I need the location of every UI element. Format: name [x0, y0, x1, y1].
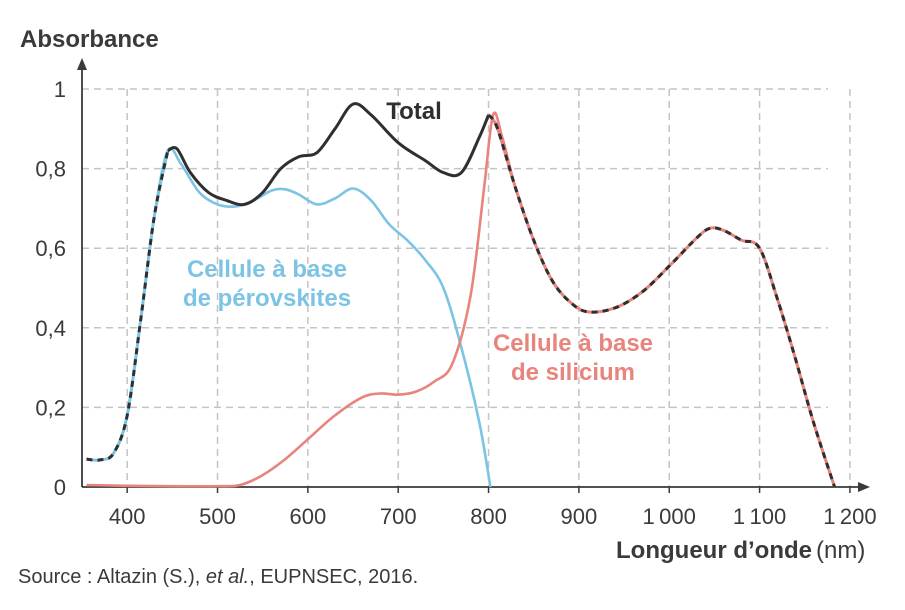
label-perovskite: de pérovskites: [183, 285, 351, 312]
total-underlay-silicium: [487, 113, 837, 488]
series-line-total: [167, 102, 490, 207]
label-silicium: Cellule à base: [493, 330, 653, 357]
y-axis-arrow: [77, 58, 87, 70]
x-tick-label: 1 200: [823, 504, 876, 529]
x-axis-arrow: [858, 482, 870, 492]
x-tick-label: 700: [380, 504, 417, 529]
grid: [82, 88, 851, 487]
label-perovskite: Cellule à base: [187, 256, 347, 283]
source-citation: Source : Altazin (S.), et al., EUPNSEC, …: [18, 566, 418, 589]
source-prefix: Source : Altazin (S.),: [18, 566, 206, 588]
x-tick-label: 900: [561, 504, 598, 529]
y-axis-title: Absorbance: [20, 26, 159, 53]
y-tick-label: 0: [54, 475, 66, 500]
source-italic: et al.: [205, 566, 250, 588]
x-axis-title: Longueur d’onde: [616, 537, 812, 564]
x-tick-label: 500: [199, 504, 236, 529]
series-line-total-end: [487, 113, 837, 488]
x-tick-label: 1 100: [733, 504, 786, 529]
series-line-perovskite: [86, 146, 492, 488]
x-axis-unit: (nm): [816, 537, 865, 564]
series-line-total-start: [86, 150, 170, 462]
label-silicium: de silicium: [511, 359, 635, 386]
x-tick-label: 800: [470, 504, 507, 529]
label-total: Total: [386, 98, 442, 125]
y-tick-label: 1: [54, 77, 66, 102]
y-tick-label: 0,8: [35, 157, 66, 182]
x-tick-label: 400: [109, 504, 146, 529]
y-tick-label: 0,6: [35, 236, 66, 261]
series-lines: [86, 102, 837, 488]
x-tick-label: 1 000: [643, 504, 696, 529]
y-tick-label: 0,4: [35, 316, 66, 341]
x-tick-label: 600: [290, 504, 327, 529]
source-suffix: , EUPNSEC, 2016.: [249, 566, 419, 588]
y-tick-label: 0,2: [35, 395, 66, 420]
axes: 400 500 600 700 800 900 1 000 1 100 1 200 0 0,2 0,4…: [20, 26, 877, 564]
